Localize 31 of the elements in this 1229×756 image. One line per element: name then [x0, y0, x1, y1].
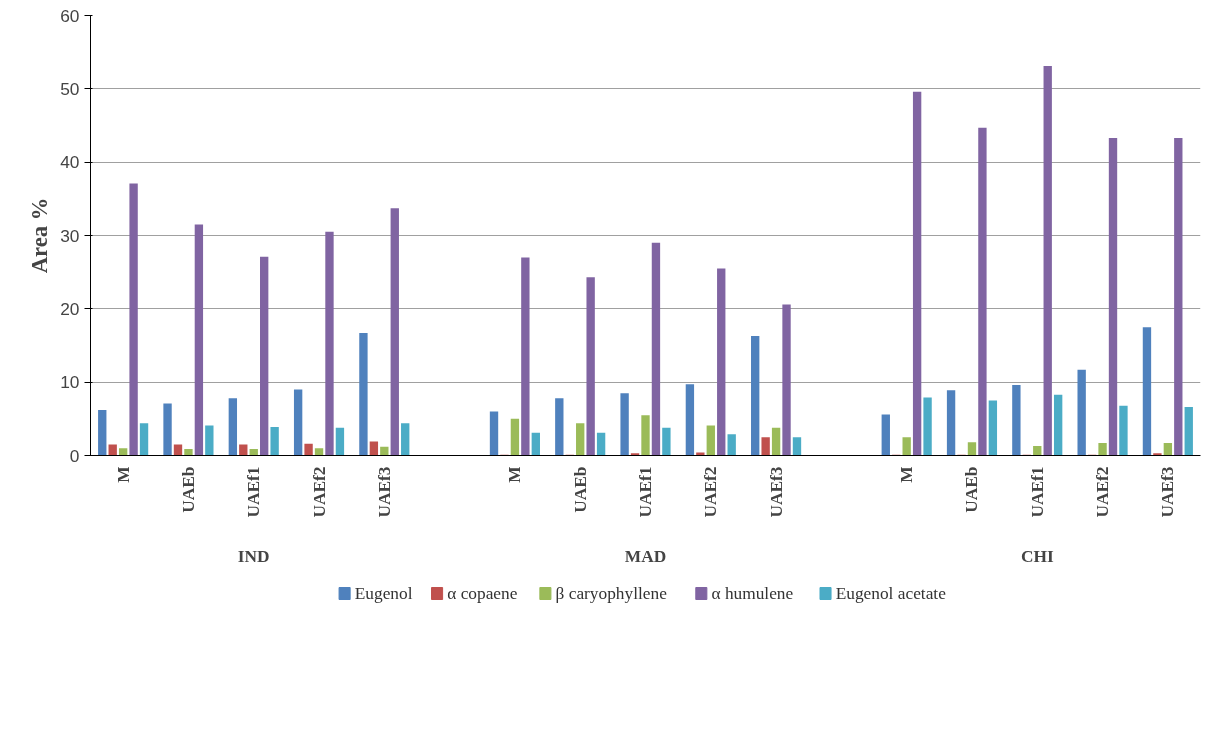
legend-label: α copaene [447, 584, 518, 603]
x-tick-label: M [505, 466, 525, 483]
y-tick-label: 20 [60, 298, 80, 319]
x-tick-label: UAEf2 [309, 466, 329, 518]
y-tick-label: 0 [69, 445, 80, 466]
x-tick-label: UAEb [178, 466, 198, 513]
x-tick-label: UAEf3 [374, 466, 394, 518]
x-tick-label: UAEf1 [1027, 466, 1047, 518]
legend-label: β caryophyllene [555, 584, 668, 603]
x-tick-label: UAEf1 [244, 466, 264, 518]
x-tick-label: UAEf2 [1093, 466, 1113, 518]
legend-label: α humulene [711, 584, 794, 603]
x-tick-label: UAEf3 [766, 466, 786, 518]
x-tick-label: M [113, 466, 133, 483]
text: IND [237, 546, 270, 566]
y-tick-label: 40 [60, 152, 80, 173]
x-tick-label: M [897, 466, 917, 483]
x-tick-label: UAEb [962, 466, 982, 513]
legend-label: Eugenol [354, 584, 413, 603]
text: CHI [1020, 546, 1054, 566]
x-tick-label: UAEf2 [701, 466, 721, 518]
y-tick-label: 10 [60, 372, 80, 393]
y-axis-title: Area % [27, 197, 53, 274]
x-tick-label: UAEf3 [1158, 466, 1178, 518]
y-tick-label: 60 [60, 5, 80, 26]
x-tick-label: UAEf1 [636, 466, 655, 518]
x-tick-label: UAEb [570, 466, 590, 513]
text: MAD [624, 546, 667, 566]
y-tick-label: 50 [60, 78, 80, 99]
y-tick-label: 30 [60, 225, 80, 246]
legend-label: Eugenol acetate [835, 584, 947, 603]
